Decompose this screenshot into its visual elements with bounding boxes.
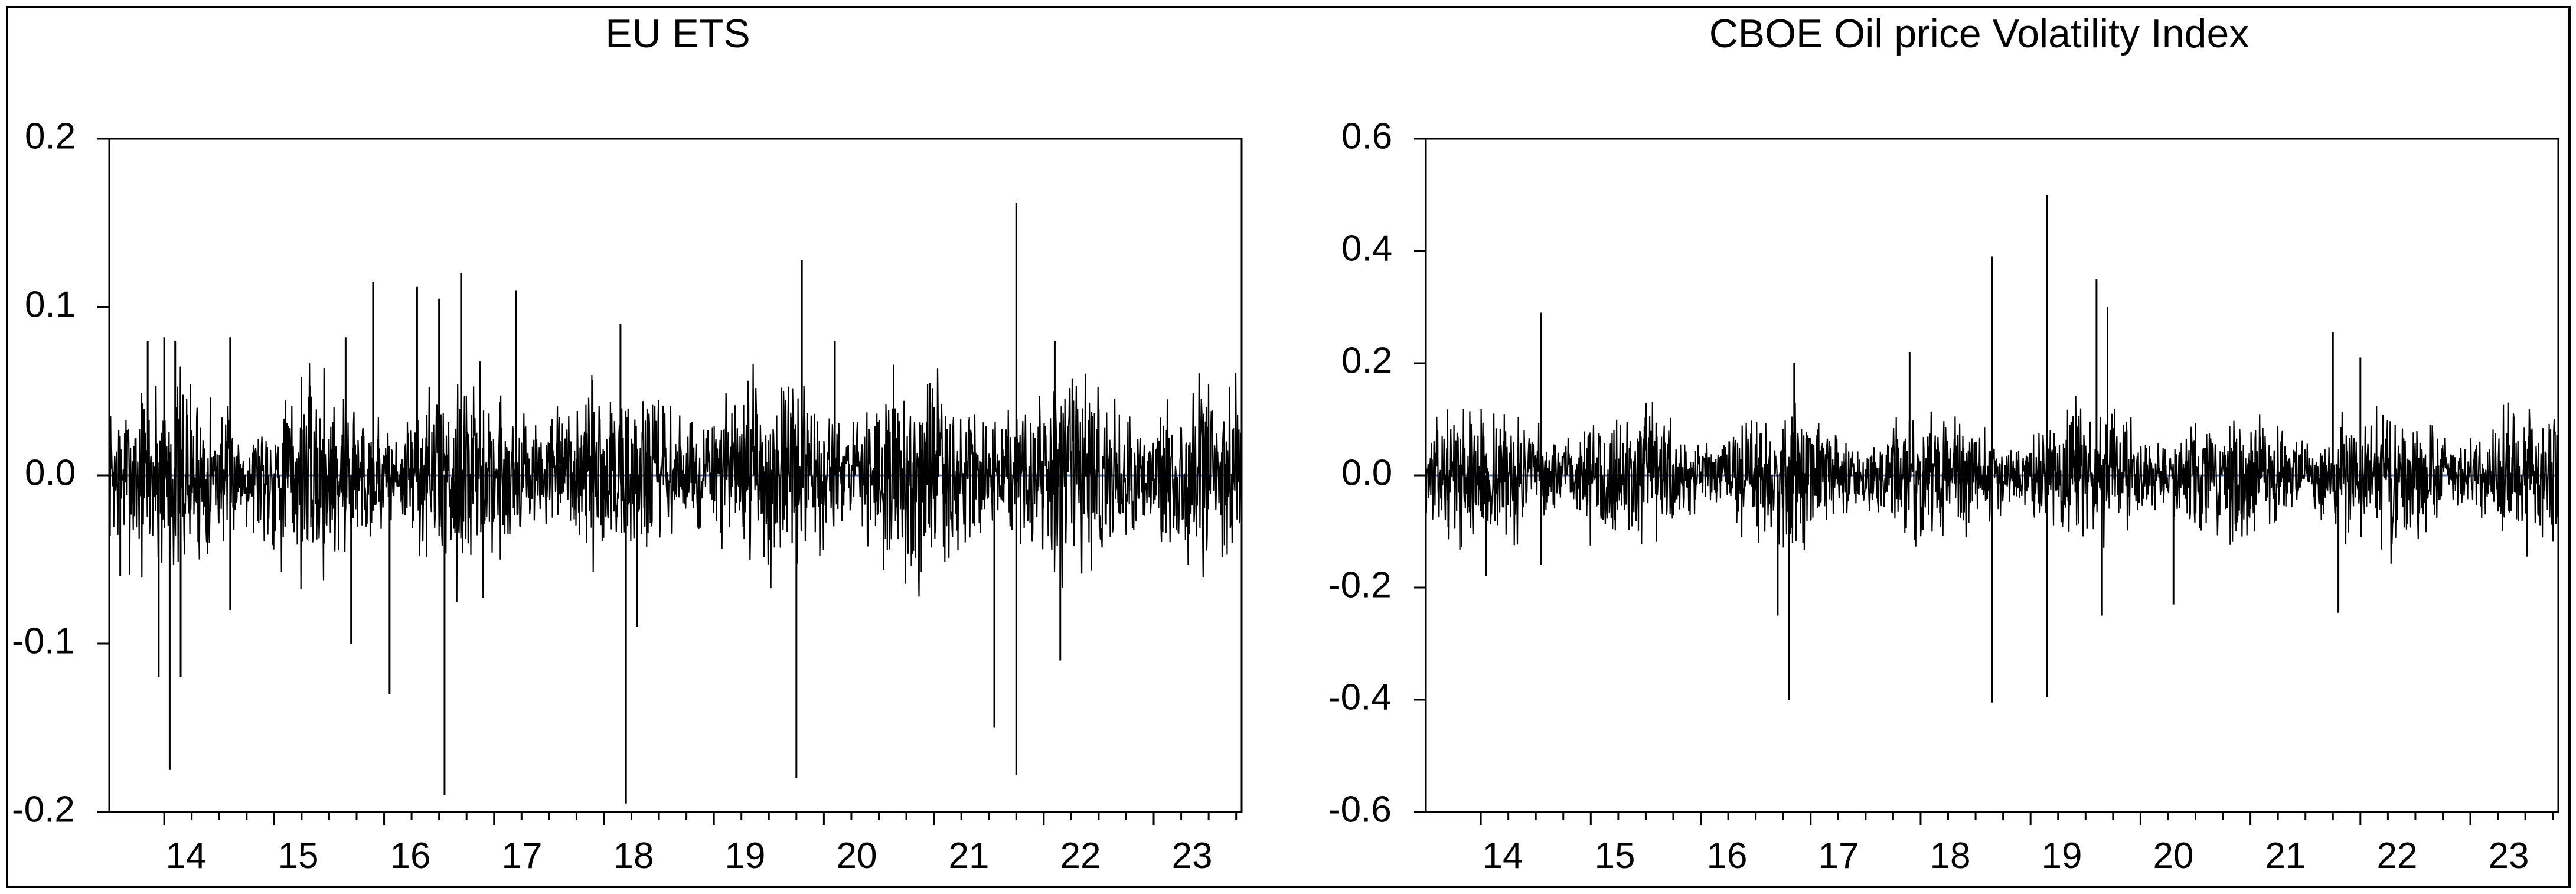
ovx-y-tick-label: -0.6: [1328, 789, 1392, 830]
ovx-x-tick-label: 21: [2265, 836, 2306, 876]
ovx-title: CBOE Oil price Volatility Index: [1709, 11, 2249, 56]
ovx-x-tick-label: 17: [1818, 836, 1859, 876]
ovx-x-tick-label: 22: [2377, 836, 2418, 876]
eu-ets-y-tick-label: 0.2: [25, 116, 76, 156]
eu-ets-chart: EU ETS 0.2 0.1 0.0 -0.1 -0.2 14 15 16 17…: [12, 11, 1243, 876]
eu-ets-x-tick-label: 16: [390, 836, 431, 876]
eu-ets-spikes: [119, 203, 1062, 804]
ovx-y-tick-label: -0.4: [1328, 677, 1392, 717]
ovx-x-tick-label: 23: [2489, 836, 2529, 876]
eu-ets-x-tick-label: 19: [725, 836, 766, 876]
ovx-x-ticks: 14 15 16 17 18 19 20 21 22 23: [1483, 836, 2529, 876]
eu-ets-series-line: [108, 361, 1243, 602]
ovx-chart: CBOE Oil price Volatility Index 0.6 0.4 …: [1328, 11, 2559, 876]
eu-ets-y-tick-label: -0.2: [12, 789, 75, 830]
eu-ets-y-ticks: 0.2 0.1 0.0 -0.1 -0.2: [12, 116, 109, 830]
eu-ets-y-tick-label: 0.1: [25, 284, 76, 325]
eu-ets-x-tick-label: 14: [166, 836, 207, 876]
ovx-x-tick-label: 15: [1595, 836, 1635, 876]
ovx-x-tick-label: 18: [1930, 836, 1971, 876]
eu-ets-x-tick-label: 18: [613, 836, 654, 876]
eu-ets-x-tick-label: 22: [1060, 836, 1101, 876]
ovx-y-tick-label: -0.2: [1328, 565, 1392, 605]
ovx-y-tick-label: 0.2: [1341, 340, 1392, 381]
eu-ets-title: EU ETS: [605, 11, 750, 56]
eu-ets-y-tick-label: 0.0: [25, 452, 76, 493]
eu-ets-x-tick-label: 17: [502, 836, 543, 876]
eu-ets-x-tick-label: 23: [1172, 836, 1213, 876]
ovx-x-tick-label: 20: [2153, 836, 2194, 876]
ovx-x-tick-label: 19: [2042, 836, 2082, 876]
ovx-x-tick-label: 14: [1483, 836, 1523, 876]
eu-ets-x-tick-marks: [163, 812, 1238, 825]
eu-ets-x-tick-label: 20: [837, 836, 877, 876]
eu-ets-y-tick-label: -0.1: [12, 621, 75, 661]
ovx-x-tick-marks: [1480, 812, 2554, 825]
eu-ets-x-tick-label: 21: [949, 836, 990, 876]
ovx-x-tick-label: 16: [1707, 836, 1748, 876]
ovx-y-tick-label: 0.0: [1341, 452, 1392, 493]
ovx-spikes: [1485, 195, 2362, 703]
ovx-y-tick-label: 0.4: [1341, 228, 1392, 269]
eu-ets-x-tick-label: 15: [278, 836, 319, 876]
ovx-y-ticks: 0.6 0.4 0.2 0.0 -0.2 -0.4 -0.6: [1328, 116, 1426, 830]
eu-ets-x-ticks: 14 15 16 17 18 19 20 21 22 23: [166, 836, 1213, 876]
ovx-y-tick-label: 0.6: [1341, 116, 1392, 156]
